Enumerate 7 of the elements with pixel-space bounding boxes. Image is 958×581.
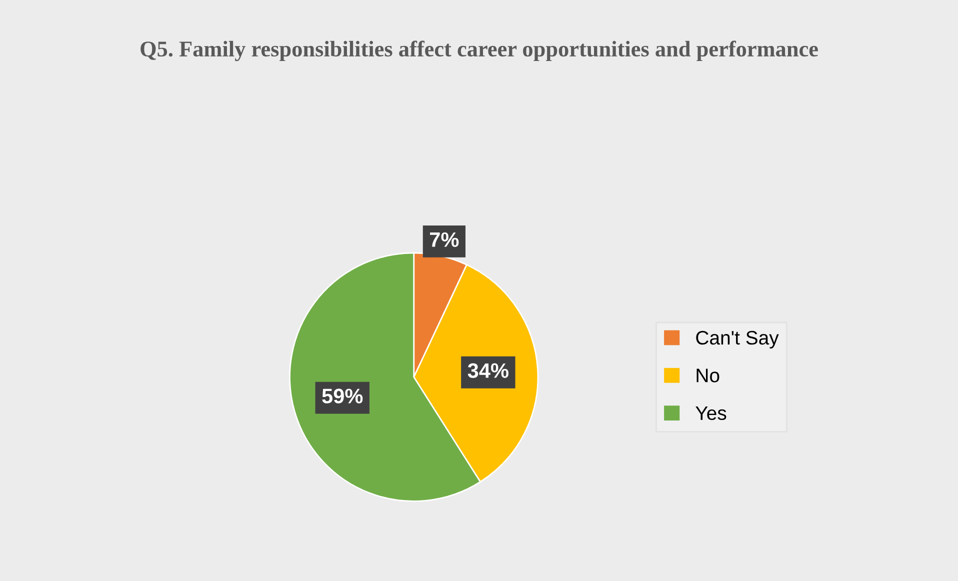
data-label: 59% — [322, 388, 363, 404]
legend-label: Can't Say — [696, 330, 779, 349]
legend-label: Yes — [696, 406, 726, 420]
legend-label: No — [696, 368, 720, 382]
data-label: 34% — [468, 363, 508, 378]
chart-title: Q5. Family responsibilities affect career opportunities and performance — [140, 40, 818, 62]
data-label: 7% — [430, 232, 459, 247]
